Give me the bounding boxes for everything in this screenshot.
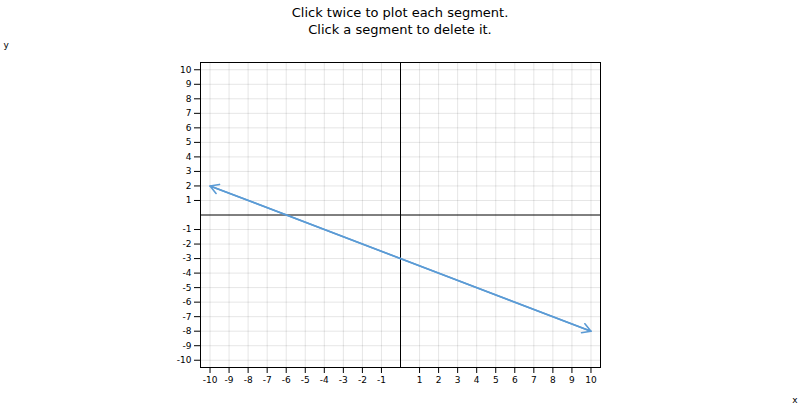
svg-text:-3: -3 xyxy=(339,375,348,385)
svg-text:10: 10 xyxy=(180,65,192,75)
svg-text:8: 8 xyxy=(550,375,556,385)
svg-text:-6: -6 xyxy=(183,297,192,307)
svg-text:-1: -1 xyxy=(377,375,386,385)
svg-text:-1: -1 xyxy=(183,224,192,234)
svg-text:2: 2 xyxy=(436,375,442,385)
svg-text:9: 9 xyxy=(569,375,575,385)
svg-text:5: 5 xyxy=(186,137,192,147)
svg-text:-9: -9 xyxy=(183,341,192,351)
svg-text:-9: -9 xyxy=(225,375,234,385)
svg-text:x: x xyxy=(792,395,798,405)
svg-text:-6: -6 xyxy=(282,375,291,385)
svg-text:-10: -10 xyxy=(177,355,192,365)
svg-text:-2: -2 xyxy=(358,375,367,385)
svg-text:-5: -5 xyxy=(301,375,310,385)
svg-text:-4: -4 xyxy=(183,268,192,278)
svg-text:-7: -7 xyxy=(183,312,192,322)
svg-text:4: 4 xyxy=(186,152,192,162)
svg-text:3: 3 xyxy=(455,375,461,385)
svg-text:-7: -7 xyxy=(263,375,272,385)
svg-text:-2: -2 xyxy=(183,239,192,249)
svg-text:-4: -4 xyxy=(320,375,329,385)
svg-text:-5: -5 xyxy=(183,282,192,292)
svg-text:-8: -8 xyxy=(244,375,253,385)
svg-text:8: 8 xyxy=(186,94,192,104)
svg-text:10: 10 xyxy=(585,375,597,385)
svg-text:y: y xyxy=(4,40,10,50)
svg-text:6: 6 xyxy=(512,375,518,385)
svg-text:-8: -8 xyxy=(183,326,192,336)
html-text:Click a segment to delete it.: Click a segment to delete it. xyxy=(308,22,492,37)
svg-text:7: 7 xyxy=(531,375,537,385)
svg-text:3: 3 xyxy=(186,166,192,176)
svg-text:1: 1 xyxy=(186,195,192,205)
html-text:Click twice to plot each segme: Click twice to plot each segment. xyxy=(291,5,509,20)
svg-text:6: 6 xyxy=(186,123,192,133)
svg-text:5: 5 xyxy=(493,375,499,385)
svg-text:1: 1 xyxy=(417,375,423,385)
svg-text:9: 9 xyxy=(186,79,192,89)
svg-text:7: 7 xyxy=(186,108,192,118)
svg-text:-10: -10 xyxy=(203,375,218,385)
svg-text:-3: -3 xyxy=(183,253,192,263)
svg-text:2: 2 xyxy=(186,181,192,191)
svg-text:4: 4 xyxy=(474,375,480,385)
